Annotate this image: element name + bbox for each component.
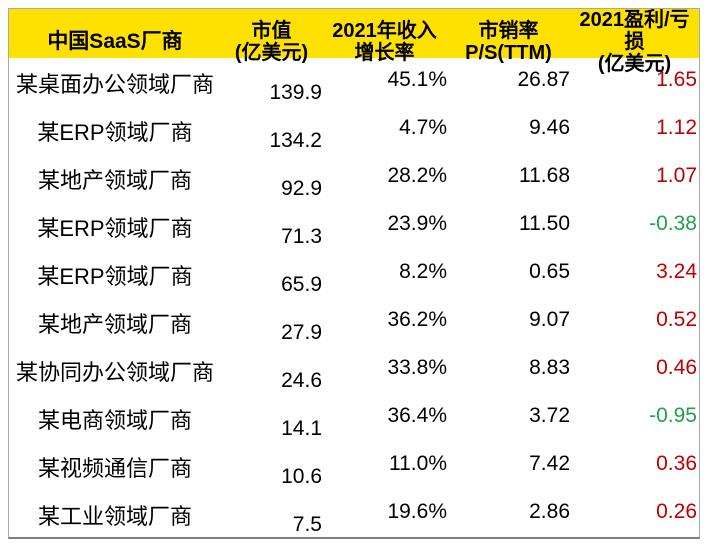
header-profit: 2021盈利/亏损 (亿美元) — [570, 9, 699, 75]
ps-cell: 11.68 — [519, 164, 570, 187]
header-market-cap-line1: 市值 — [251, 20, 292, 42]
growth-cell: 36.2% — [387, 308, 447, 331]
header-ps-ratio: 市销率 P/S(TTM) — [447, 9, 570, 75]
vendor-cell: 某桌面办公领域厂商 — [15, 72, 214, 97]
growth-cell: 11.0% — [389, 452, 447, 475]
ps-cell: 2.86 — [529, 500, 570, 523]
growth-cell: 4.7% — [399, 116, 447, 139]
growth-cell: 28.2% — [387, 164, 447, 187]
table-row: 某地产领域厂商 92.9 28.2% 11.68 1.07 — [9, 154, 699, 202]
market-cap-cell: 14.1 — [281, 417, 322, 440]
ps-cell: 3.72 — [529, 404, 570, 427]
ps-cell: 7.42 — [529, 452, 570, 475]
profit-cell: 0.26 — [656, 500, 697, 523]
profit-cell: 3.24 — [656, 260, 697, 283]
market-cap-cell: 27.9 — [281, 321, 322, 344]
growth-cell: 23.9% — [387, 212, 447, 235]
vendor-cell: 某工业领域厂商 — [37, 504, 192, 529]
vendor-cell: 某协同办公领域厂商 — [15, 360, 214, 385]
table-row: 某ERP领域厂商 134.2 4.7% 9.46 1.12 — [9, 106, 699, 154]
vendor-cell: 某ERP领域厂商 — [37, 216, 193, 241]
profit-cell: 1.12 — [656, 116, 697, 139]
vendor-cell: 某地产领域厂商 — [37, 168, 192, 193]
table-row: 某工业领域厂商 7.5 19.6% 2.86 0.26 — [9, 490, 699, 538]
profit-cell: 0.36 — [656, 452, 697, 475]
growth-cell: 19.6% — [387, 500, 447, 523]
header-vendor-label: 中国SaaS厂商 — [47, 30, 183, 53]
market-cap-cell: 65.9 — [281, 273, 322, 296]
header-growth-line2: 增长率 — [354, 42, 415, 64]
table-row: 某ERP领域厂商 71.3 23.9% 11.50 -0.38 — [9, 202, 699, 250]
header-market-cap: 市值 (亿美元) — [221, 9, 322, 75]
market-cap-cell: 10.6 — [281, 465, 322, 488]
vendor-cell: 某ERP领域厂商 — [37, 120, 193, 145]
header-growth: 2021年收入 增长率 — [322, 9, 447, 75]
profit-cell: 1.65 — [656, 68, 697, 91]
table-row: 某桌面办公领域厂商 139.9 45.1% 26.87 1.65 — [9, 58, 699, 106]
ps-cell: 9.46 — [529, 116, 570, 139]
header-growth-line1: 2021年收入 — [332, 20, 437, 42]
profit-cell: 0.46 — [656, 356, 697, 379]
profit-cell: 1.07 — [656, 164, 697, 187]
ps-cell: 11.50 — [519, 212, 570, 235]
header-profit-line1: 2021盈利/亏损 — [579, 9, 690, 53]
table-row: 某视频通信厂商 10.6 11.0% 7.42 0.36 — [9, 442, 699, 490]
header-ps-ratio-line2: P/S(TTM) — [465, 42, 552, 64]
table-header-row: 中国SaaS厂商 市值 (亿美元) 2021年收入 增长率 市销率 P/S(TT… — [9, 9, 699, 75]
growth-cell: 33.8% — [387, 356, 447, 379]
growth-cell: 36.4% — [387, 404, 447, 427]
market-cap-cell: 139.9 — [269, 81, 322, 104]
vendor-cell: 某ERP领域厂商 — [37, 264, 193, 289]
header-ps-ratio-line1: 市销率 — [478, 20, 539, 42]
market-cap-cell: 134.2 — [269, 129, 322, 152]
header-profit-line2: (亿美元) — [597, 53, 672, 75]
table-row: 某电商领域厂商 14.1 36.4% 3.72 -0.95 — [9, 394, 699, 442]
market-cap-cell: 7.5 — [292, 513, 322, 536]
vendor-cell: 某电商领域厂商 — [37, 408, 192, 433]
ps-cell: 26.87 — [517, 68, 570, 91]
vendor-cell: 某视频通信厂商 — [37, 456, 192, 481]
market-cap-cell: 92.9 — [281, 177, 322, 200]
growth-cell: 45.1% — [387, 68, 447, 91]
market-cap-cell: 24.6 — [281, 369, 322, 392]
table-row: 某ERP领域厂商 65.9 8.2% 0.65 3.24 — [9, 250, 699, 298]
table-row: 某协同办公领域厂商 24.6 33.8% 8.83 0.46 — [9, 346, 699, 394]
profit-cell: -0.95 — [649, 404, 697, 427]
header-market-cap-line2: (亿美元) — [234, 42, 309, 64]
ps-cell: 9.07 — [529, 308, 570, 331]
market-cap-cell: 71.3 — [281, 225, 322, 248]
table-row: 某地产领域厂商 27.9 36.2% 9.07 0.52 — [9, 298, 699, 346]
vendor-cell: 某地产领域厂商 — [37, 312, 192, 337]
header-vendor: 中国SaaS厂商 — [9, 9, 221, 75]
profit-cell: -0.38 — [649, 212, 697, 235]
profit-cell: 0.52 — [656, 308, 697, 331]
ps-cell: 8.83 — [529, 356, 570, 379]
saas-comparison-table: 中国SaaS厂商 市值 (亿美元) 2021年收入 增长率 市销率 P/S(TT… — [8, 8, 700, 539]
ps-cell: 0.65 — [529, 260, 570, 283]
growth-cell: 8.2% — [399, 260, 447, 283]
